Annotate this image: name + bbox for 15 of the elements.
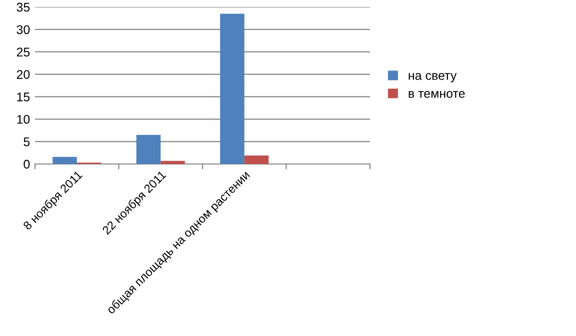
bar xyxy=(244,155,269,164)
legend-label: на свету xyxy=(408,73,457,82)
bar xyxy=(136,134,161,164)
y-tick-label: 25 xyxy=(16,48,30,57)
y-tick-label: 20 xyxy=(16,70,30,79)
y-tick-label: 0 xyxy=(24,160,30,169)
y-tick-label: 35 xyxy=(16,2,30,12)
bar xyxy=(220,14,244,164)
y-tick-label: 15 xyxy=(17,92,30,102)
y-tick-label: 5 xyxy=(24,138,30,146)
y-tick-label: 30 xyxy=(16,25,30,34)
legend-label: в темноте xyxy=(408,91,465,98)
y-tick-label: 10 xyxy=(17,114,30,124)
bar xyxy=(160,160,185,164)
bar xyxy=(52,156,77,164)
